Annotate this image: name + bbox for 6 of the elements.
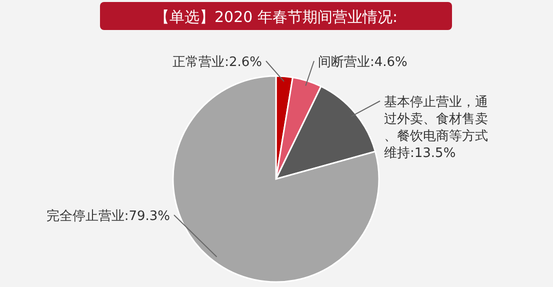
chart-title: 【单选】2020 年春节期间营业情况:	[154, 8, 398, 26]
pie-slice	[172, 75, 380, 283]
slice-label: 完全停止营业:79.3%	[46, 208, 170, 224]
slice-label: 间断营业:4.6%	[318, 55, 408, 70]
slice-label: 正常营业:2.6%	[172, 55, 262, 70]
slice-label: 基本停止营业，通过外卖、食材售卖、餐饮电商等方式维持:13.5%	[384, 95, 488, 161]
